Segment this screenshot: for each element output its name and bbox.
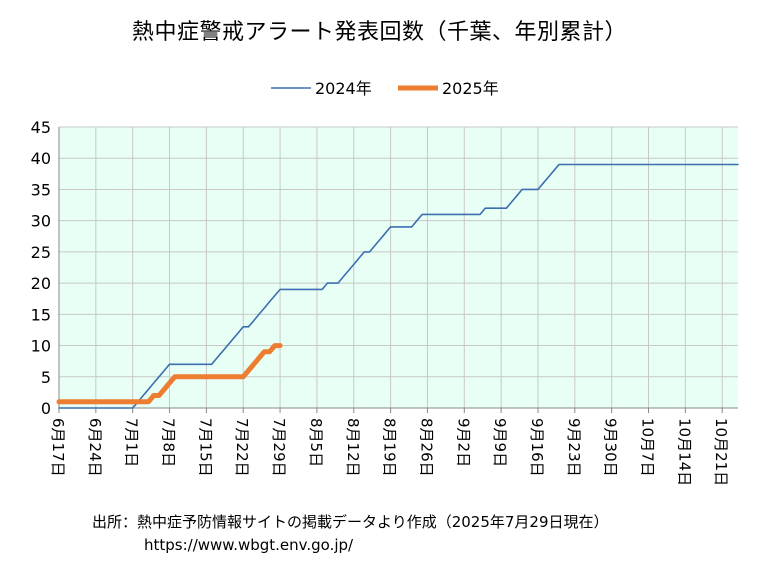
x-tick-label: 10月7日	[639, 418, 657, 477]
source-note: 出所：熱中症予防情報サイトの掲載データより作成（2025年7月29日現在）	[92, 513, 609, 531]
y-axis-ticks: 0 5 10 15 20 25 30 35 40 45	[31, 118, 51, 418]
y-tick-label: 0	[41, 399, 51, 418]
series-lines	[56, 163, 739, 409]
y-tick-label: 15	[31, 305, 51, 324]
x-tick-label: 10月21日	[712, 418, 730, 486]
source-url: https://www.wbgt.env.go.jp/	[144, 536, 354, 554]
legend-label: 2024年	[315, 79, 372, 98]
x-tick-label: 8月19日	[381, 418, 399, 477]
x-tick-label: 7月15日	[196, 418, 214, 477]
x-tick-label: 7月1日	[123, 418, 141, 467]
y-tick-label: 35	[31, 180, 51, 199]
y-tick-label: 40	[31, 149, 51, 168]
x-tick-label: 8月26日	[417, 418, 435, 477]
x-tick-label: 9月23日	[565, 418, 583, 477]
y-tick-label: 20	[31, 274, 51, 293]
x-tick-label: 6月17日	[49, 418, 67, 477]
series-line-2024	[58, 163, 739, 409]
y-tick-label: 10	[31, 337, 51, 356]
chart-title: 熱中症警戒アラート発表回数（千葉、年別累計）	[131, 20, 627, 45]
series-line-2025	[56, 343, 283, 405]
x-tick-label: 6月24日	[86, 418, 104, 477]
x-tick-label: 9月16日	[528, 418, 546, 477]
y-tick-label: 30	[31, 212, 51, 231]
x-axis-ticks: 6月17日 6月24日 7月1日 7月8日 7月15日 7月22日 7月29日 8月5日 8月1…	[49, 408, 730, 486]
legend-label: 2025年	[442, 79, 499, 98]
y-tick-label: 25	[31, 243, 51, 262]
plot-area	[59, 127, 738, 408]
x-tick-label: 10月14日	[675, 418, 693, 486]
y-tick-label: 5	[41, 368, 51, 387]
x-tick-label: 9月9日	[491, 418, 509, 467]
legend: 2024年 2025年	[271, 79, 499, 98]
x-tick-label: 8月12日	[344, 418, 362, 477]
x-tick-label: 9月30日	[602, 418, 620, 477]
x-tick-label: 7月8日	[160, 418, 178, 467]
x-tick-label: 7月22日	[233, 418, 251, 477]
x-tick-label: 7月29日	[270, 418, 288, 477]
x-tick-label: 8月5日	[307, 418, 325, 467]
axes	[58, 127, 738, 409]
y-tick-label: 45	[31, 118, 51, 137]
x-tick-label: 9月2日	[454, 418, 472, 467]
